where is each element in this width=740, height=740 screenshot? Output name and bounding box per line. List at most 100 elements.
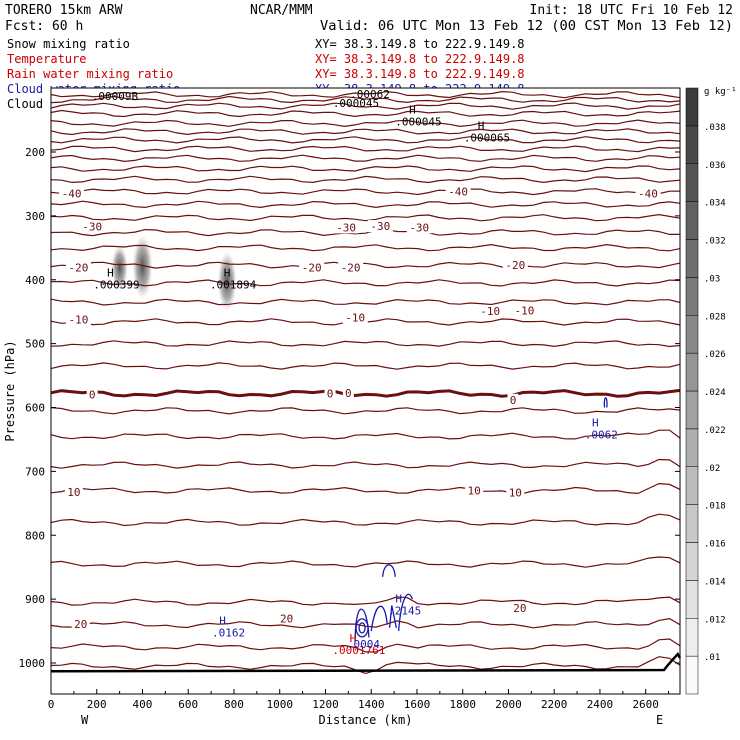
isotherm-line: [50, 243, 681, 252]
extremum-value: .0062: [585, 429, 618, 442]
colorbar-segment: [685, 125, 699, 164]
isotherm-label: 10: [509, 486, 522, 499]
colorbar-unit: g kg⁻¹: [704, 87, 737, 97]
colorbar: .01 .012 .014 .016 .018 .02 .022 .024 .026 .028 .0…: [685, 87, 726, 695]
extremum-symbol: H: [409, 104, 416, 117]
isotherm-line: [50, 200, 681, 209]
x-tick-label: 1200: [312, 698, 339, 711]
snow-shading-layer: [111, 235, 237, 312]
extremum-symbol: H: [107, 267, 114, 280]
y-tick-label: 1000: [19, 657, 46, 670]
temperature-labels: -40 -40 -40 -30 -30 -30 -30 -20 -20 -20 -20 -10 -10 -…: [59, 185, 661, 631]
isotherm-label-bg: [59, 187, 85, 200]
isotherm-label: 20: [74, 618, 87, 631]
isotherm-label: -10: [480, 305, 500, 318]
isotherm-line: [50, 298, 681, 306]
colorbar-segment: [685, 87, 699, 127]
y-tick-label: 700: [25, 465, 45, 478]
isotherm-line: [50, 119, 681, 128]
extremum-symbol: H: [592, 417, 599, 430]
overlapped-extremum-label: .000045: [333, 97, 379, 110]
isotherm-line: [50, 596, 681, 606]
isotherm-label: -20: [341, 262, 361, 275]
isotherm-line: [50, 340, 681, 348]
plot-frame: [50, 87, 681, 695]
isotherm-line: [50, 165, 681, 173]
x-tick-label: 0: [48, 698, 55, 711]
isotherm-label: -10: [515, 304, 535, 317]
cloud-water-contours: [354, 397, 608, 641]
isotherm-label: 0: [89, 389, 96, 402]
extremum-value: .001894: [210, 279, 257, 292]
extremum-value: .0004: [347, 638, 380, 651]
y-tick-label: 500: [25, 338, 45, 351]
x-tick-label: 2400: [587, 698, 614, 711]
plot-area: -40 -40 -40 -30 -30 -30 -30 -20 -20 -20 -20 -10 -10 -…: [50, 87, 682, 695]
colorbar-segment: [685, 618, 699, 657]
isotherm-label: 20: [280, 612, 293, 625]
x-tick-label: 600: [178, 698, 198, 711]
colorbar-segment: [685, 504, 699, 543]
model-title: TORERO 15km ARW: [5, 3, 123, 18]
extremum-value: .0162: [212, 627, 245, 640]
isotherm-label: -30: [409, 221, 429, 234]
isotherm-line: [50, 154, 681, 163]
cloud-water-contour: [370, 605, 388, 632]
isotherm-label: -10: [69, 313, 89, 326]
colorbar-tick-label: .018: [704, 502, 726, 512]
colorbar-segment: [685, 315, 699, 354]
x-tick-label: 1600: [404, 698, 431, 711]
colorbar-segment: [685, 239, 699, 278]
colorbar-segment: [685, 277, 699, 316]
isotherm-label-bg: [86, 388, 98, 401]
x-tick-label: 2000: [495, 698, 522, 711]
isotherm-label-bg: [79, 220, 105, 233]
org-label: NCAR/MMM: [250, 3, 313, 18]
colorbar-tick-label: .022: [704, 426, 726, 436]
cloud-water-contour: [603, 397, 608, 408]
x-axis-east-label: E: [656, 713, 663, 727]
x-tick-label: 400: [133, 698, 153, 711]
freezing-level-line: [50, 388, 681, 398]
isotherm-label: 0: [327, 387, 334, 400]
isotherm-label-bg: [277, 612, 296, 625]
colorbar-segment: [685, 655, 699, 695]
x-axis-label: Distance (km): [319, 713, 413, 727]
isotherm-line: [50, 136, 681, 144]
extremum-value: .000399: [93, 279, 139, 292]
x-tick-label: 1800: [449, 698, 476, 711]
y-tick-label: 300: [25, 210, 45, 223]
isotherm-label-bg: [635, 187, 661, 200]
ground-line: [50, 651, 682, 673]
isotherm-label-bg: [507, 393, 519, 406]
x-tick-label: 1000: [266, 698, 293, 711]
colorbar-tick-label: .032: [704, 237, 726, 247]
isotherm-label: 10: [468, 485, 481, 498]
isotherm-label-bg: [477, 305, 503, 318]
isotherm-label-bg: [342, 311, 368, 324]
extremum-value: .000065: [464, 132, 510, 145]
colorbar-segment: [685, 580, 699, 619]
isotherm-label-bg: [338, 261, 364, 274]
field-legend-name: Snow mixing ratio: [7, 37, 130, 51]
extremum-symbol: H: [219, 615, 226, 628]
isotherm-label-bg: [64, 485, 83, 498]
isotherm-label: -40: [62, 188, 82, 201]
extremum-value: .000045: [395, 116, 441, 129]
colorbar-tick-label: .028: [704, 312, 726, 322]
cloud-water-contour: [382, 564, 396, 577]
colorbar-tick-label: .034: [704, 199, 726, 209]
colorbar-segment: [685, 466, 699, 505]
isotherm-line: [50, 482, 681, 495]
x-axis-west-label: W: [81, 713, 89, 727]
isotherm-label-bg: [342, 386, 354, 399]
colorbar-segment: [685, 428, 699, 467]
isotherm-label: 0: [510, 394, 517, 407]
x-tick-label: 1400: [358, 698, 385, 711]
isotherm-label: -40: [638, 188, 658, 201]
y-tick-label: 400: [25, 274, 45, 287]
extremum-symbol: H: [224, 267, 231, 280]
x-tick-label: 2200: [541, 698, 568, 711]
